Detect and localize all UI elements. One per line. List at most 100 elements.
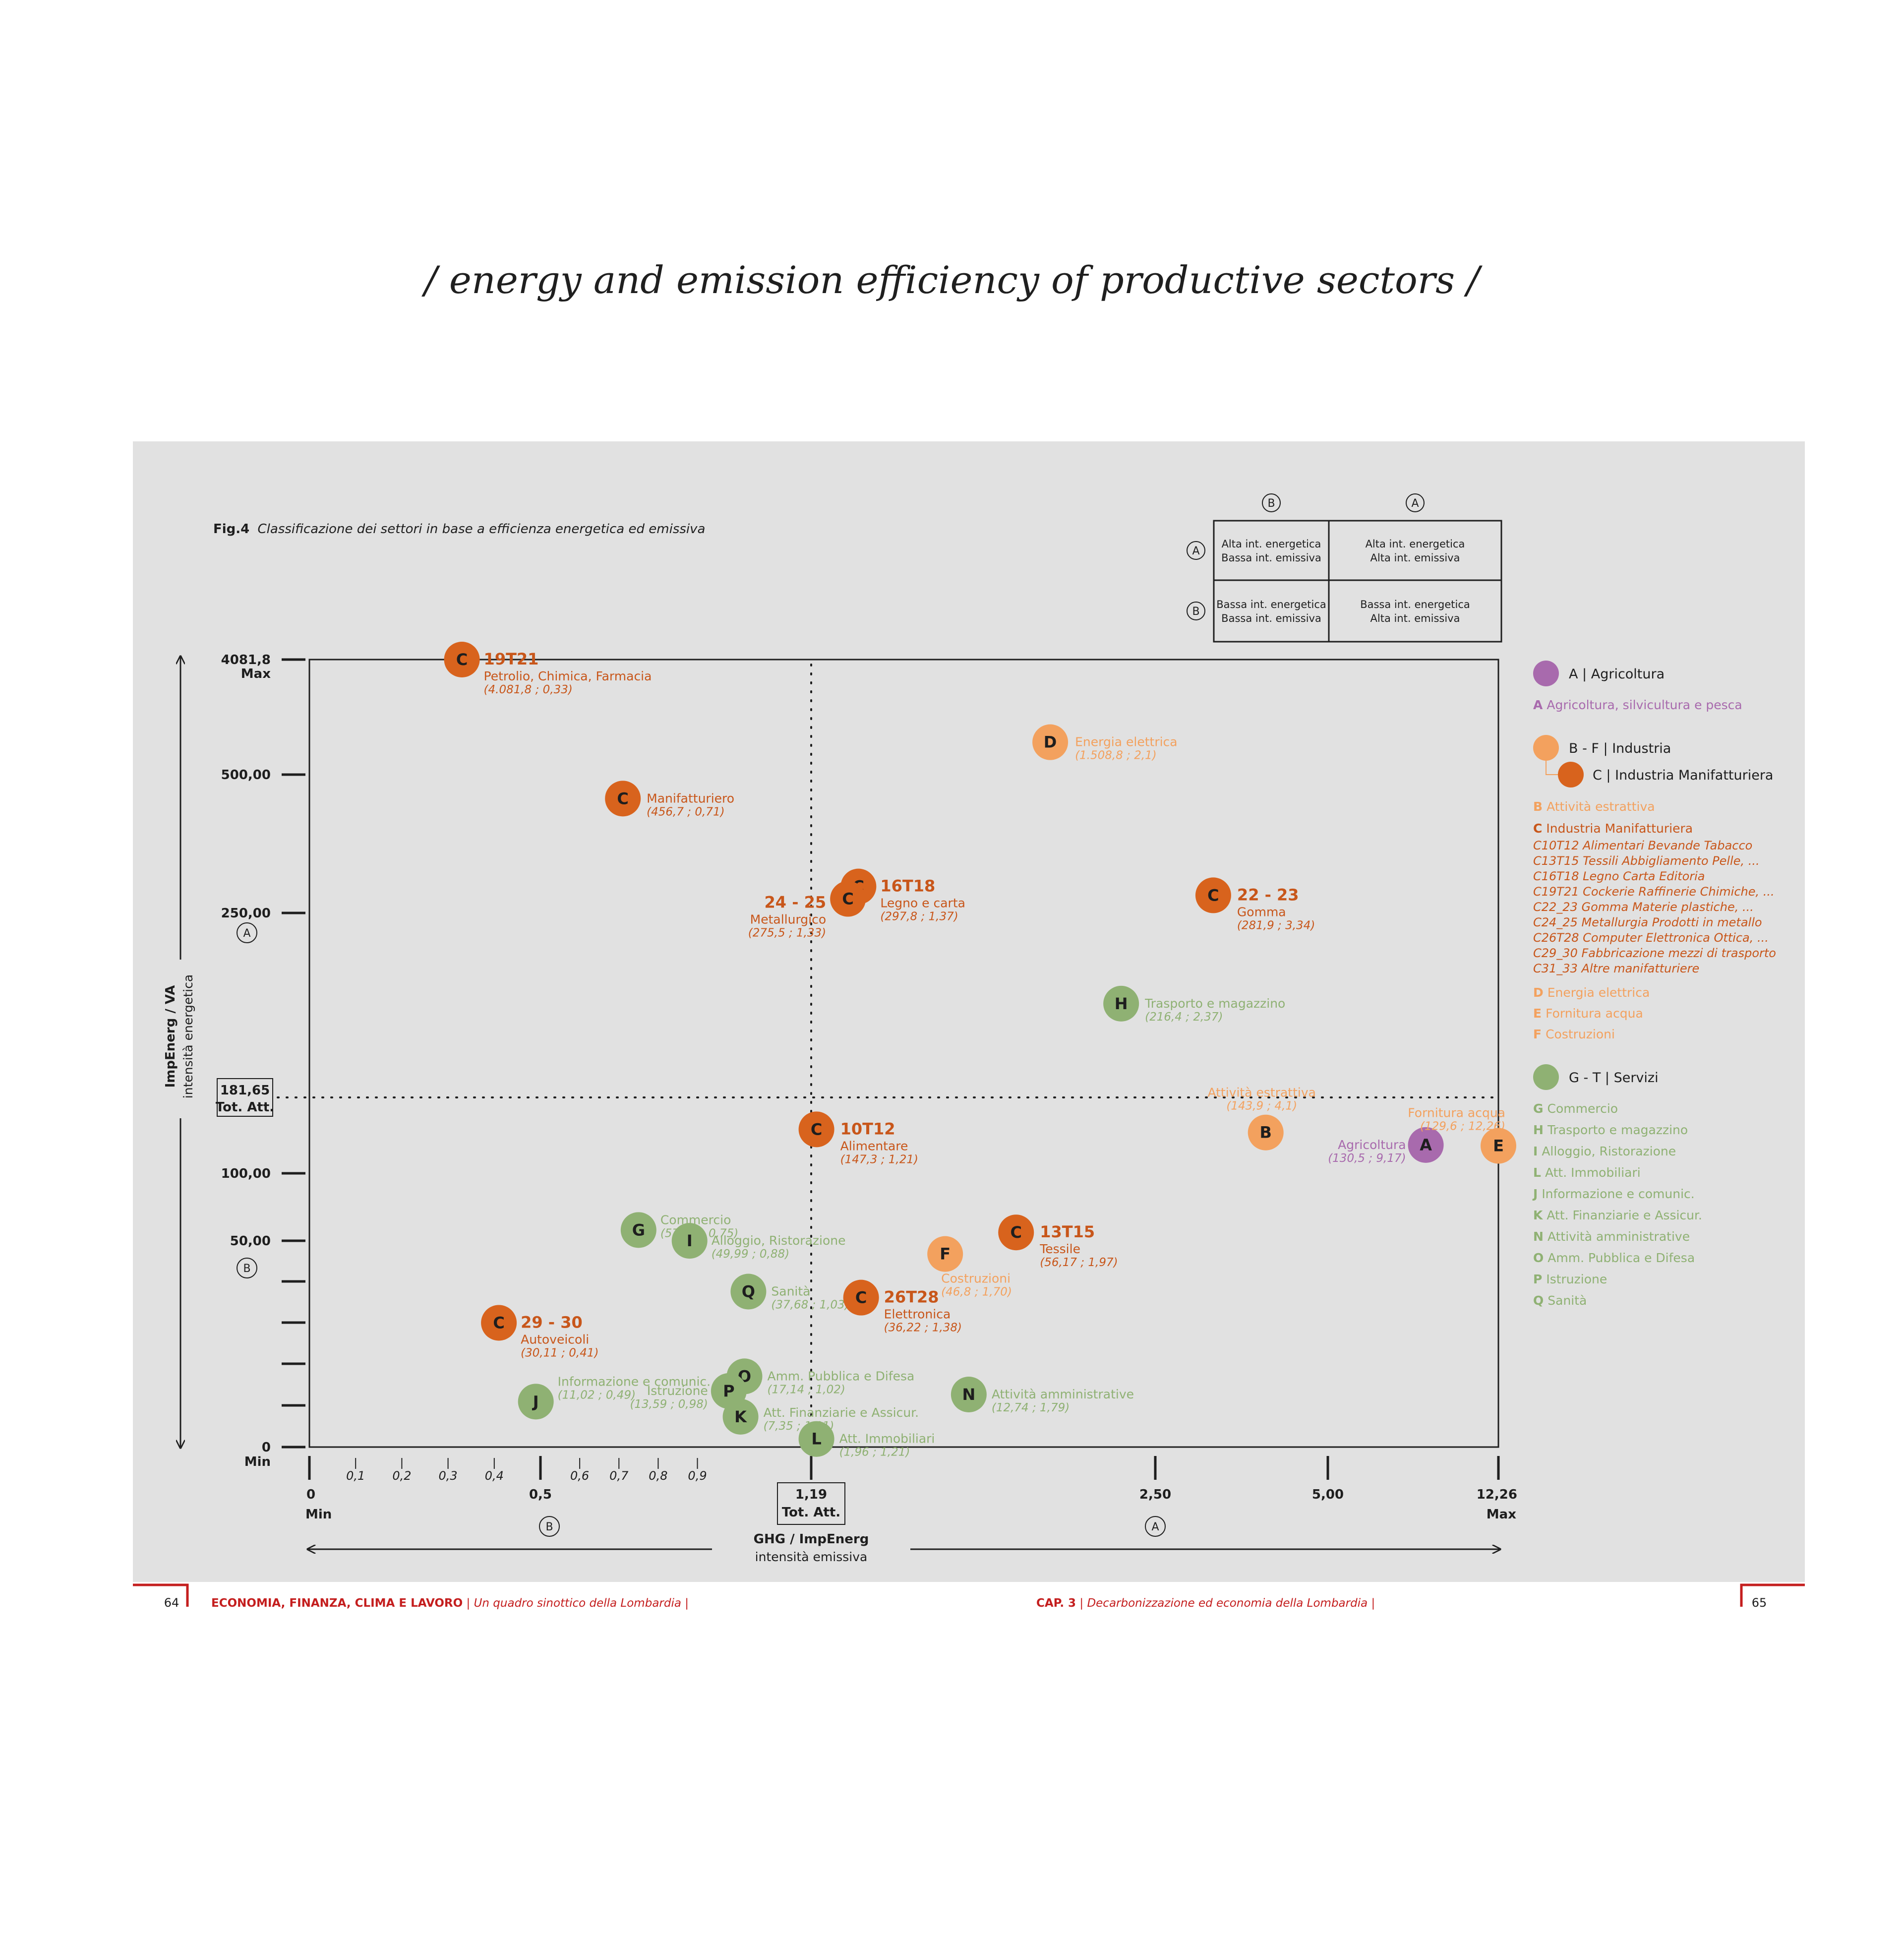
- legend-item: L Att. Immobiliari: [1533, 1165, 1641, 1180]
- point-name: Fornitura acqua: [1408, 1106, 1505, 1120]
- point-marker: [830, 881, 866, 917]
- legend-item-code: D: [1533, 985, 1544, 1000]
- footer-strip: [133, 1582, 1805, 1624]
- footer-corner-left: [133, 1583, 189, 1607]
- point-marker: [671, 1223, 708, 1259]
- footer-right-part: |: [1076, 1597, 1087, 1610]
- matrix-row-header: A: [1192, 545, 1199, 557]
- matrix-col-header: B: [1267, 497, 1275, 510]
- legend-item-code: H: [1533, 1123, 1544, 1137]
- point-values: (37,68 ; 1,03): [771, 1299, 849, 1312]
- y-total-box: [217, 1078, 273, 1117]
- legend-item: E Fornitura acqua: [1533, 1006, 1643, 1021]
- legend-manuf-item: C19T21 Cockerie Raffinerie Chimiche, ...: [1533, 885, 1775, 899]
- point-name: Petrolio, Chimica, Farmacia: [484, 669, 652, 683]
- x-axis: 0 0,5 1,19 Tot. Att. 2,50 5,00 12,26 0,1 0,2 0,3 0…: [305, 1456, 1517, 1564]
- y-zone-lower: B: [243, 1263, 250, 1275]
- point-i: I Alloggio, Ristorazione(49,99 ; 0,88): [671, 1223, 846, 1261]
- legend-title-servizi: G - T | Servizi: [1569, 1070, 1659, 1086]
- legend-manuf-item: C13T15 Tessili Abbigliamento Pelle, ...: [1533, 854, 1760, 868]
- legend-item-text: Industria Manifatturiera: [1546, 821, 1693, 836]
- legend-item-code: J: [1532, 1187, 1538, 1201]
- legend-item-code: F: [1533, 1027, 1542, 1041]
- legend-item: H Trasporto e magazzino: [1533, 1123, 1688, 1137]
- matrix-cell-line: Bassa int. emissiva: [1221, 552, 1321, 564]
- legend-item-code: G: [1533, 1101, 1544, 1116]
- classification-matrix: B A A B Alta int. energetica Bassa int. emiss…: [1187, 493, 1502, 643]
- footer-left-part: ECONOMIA, FINANZA, CLIMA E LAVORO: [211, 1597, 463, 1610]
- figure-panel: [133, 441, 1805, 1624]
- footer-right-part: Decarbonizzazione ed economia della Lomb…: [1087, 1597, 1368, 1610]
- point-code: C: [456, 650, 468, 669]
- point-values: (275,5 ; 1,33): [748, 927, 826, 940]
- point-values: (30,11 ; 0,41): [521, 1346, 598, 1359]
- legend-swatch-agricoltura: [1533, 661, 1559, 686]
- legend-swatch-manifatturiera: [1558, 762, 1584, 787]
- legend-item-code: B: [1533, 799, 1543, 814]
- x-minor-label: 0,9: [688, 1469, 707, 1483]
- legend-item: J Informazione e comunic.: [1532, 1187, 1695, 1201]
- legend-item: P Istruzione: [1533, 1272, 1607, 1286]
- legend-item-code: K: [1533, 1208, 1544, 1222]
- point-code: C: [617, 789, 628, 808]
- point-values: (147,3 ; 1,21): [840, 1153, 918, 1166]
- point-marker: [1103, 985, 1139, 1022]
- footer-right-part: |: [1368, 1597, 1375, 1610]
- x-minor-label: 0,6: [570, 1469, 589, 1483]
- matrix-cell-line: Alta int. emissiva: [1370, 552, 1460, 564]
- point-name: Attività amministrative: [992, 1387, 1134, 1401]
- x-tick-label: 2,50: [1139, 1487, 1171, 1502]
- point-values: (56,17 ; 1,97): [1040, 1256, 1118, 1269]
- point-name: Att. Finanziarie e Assicur.: [764, 1405, 919, 1420]
- point-name: Metallurgico: [750, 912, 827, 927]
- point-code: N: [962, 1385, 975, 1404]
- point-p: P Istruzione(13,59 ; 0,98): [630, 1373, 747, 1411]
- point-h: H Trasporto e magazzino(216,4 ; 2,37): [1103, 985, 1285, 1024]
- legend-item-text: Alloggio, Ristorazione: [1542, 1144, 1676, 1158]
- point-marker: [620, 1212, 656, 1248]
- figure-caption: Fig.4 Classificazione dei settori in bas…: [213, 522, 705, 537]
- point-marker: [798, 1421, 834, 1457]
- point-marker: [1032, 724, 1069, 760]
- point-values: (11,02 ; 0,49): [558, 1389, 636, 1401]
- point-values: (216,4 ; 2,37): [1145, 1011, 1223, 1024]
- y-axis-label: ImpEnerg / VA: [163, 985, 178, 1088]
- point-code: H: [1115, 994, 1128, 1013]
- legend-item: C Industria Manifatturiera: [1533, 821, 1693, 836]
- legend-title-agricoltura: A | Agricoltura: [1569, 666, 1665, 682]
- legend-item-code: N: [1533, 1229, 1544, 1244]
- point-values: (49,99 ; 0,88): [712, 1248, 789, 1261]
- legend-item: F Costruzioni: [1533, 1027, 1615, 1041]
- point-name: Alimentare: [840, 1139, 908, 1153]
- point-marker: [1481, 1128, 1516, 1164]
- x-tick-label: 12,26: [1477, 1487, 1517, 1502]
- point-marker: [1195, 877, 1231, 913]
- legend-title-industria: B - F | Industria: [1569, 741, 1671, 756]
- y-tick-label: 100,00: [221, 1166, 271, 1181]
- point-code: Q: [742, 1282, 755, 1301]
- x-minor-label: 0,2: [392, 1469, 411, 1483]
- point-values: (4.081,8 ; 0,33): [484, 683, 573, 696]
- point-name: Costruzioni: [941, 1272, 1011, 1286]
- point-values: (143,9 ; 4,1): [1226, 1100, 1297, 1113]
- legend-item: O Amm. Pubblica e Difesa: [1533, 1251, 1695, 1265]
- y-tick-label: 181,65: [220, 1083, 270, 1098]
- point-name: Alloggio, Ristorazione: [712, 1233, 846, 1248]
- matrix-cell-line: Alta int. emissiva: [1370, 612, 1460, 624]
- x-tick-label: 0,5: [529, 1487, 552, 1502]
- point-title: 19T21: [484, 650, 539, 668]
- point-j: J Informazione e comunic.(11,02 ; 0,49): [518, 1374, 711, 1420]
- point-code: A: [1420, 1136, 1432, 1154]
- point-marker: [951, 1377, 987, 1413]
- footer-page-left: 64: [164, 1596, 179, 1610]
- footer-right-part: CAP. 3: [1036, 1597, 1076, 1610]
- matrix-col-header-circle: [1262, 493, 1281, 512]
- footer-corner-right: [1740, 1583, 1805, 1607]
- y-zone-upper: A: [243, 927, 250, 940]
- point-code: L: [811, 1430, 821, 1449]
- reference-lines: [277, 664, 1499, 1456]
- x-zone-right: A: [1151, 1521, 1159, 1533]
- y-tick-label: 250,00: [221, 906, 271, 921]
